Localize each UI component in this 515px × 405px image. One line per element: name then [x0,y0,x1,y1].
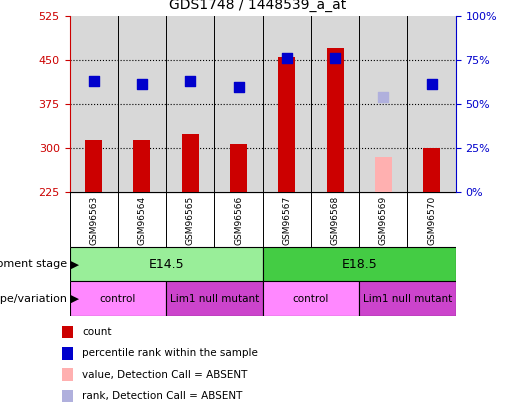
Bar [359,281,456,316]
Text: GSM96570: GSM96570 [427,196,436,245]
Text: development stage: development stage [0,259,67,269]
Bar [62,347,73,360]
Bar [85,139,102,192]
Point [138,81,146,87]
Text: GSM96564: GSM96564 [138,196,146,245]
Bar [182,134,199,192]
Bar [166,281,263,316]
Bar [375,157,392,192]
Text: count: count [82,327,112,337]
Bar [230,144,247,192]
Point [283,55,291,62]
Bar [62,369,73,381]
Text: GSM96569: GSM96569 [379,196,388,245]
Text: GSM96563: GSM96563 [89,196,98,245]
Bar [62,390,73,402]
Bar [62,326,73,338]
Text: Lim1 null mutant: Lim1 null mutant [170,294,259,304]
Text: value, Detection Call = ABSENT: value, Detection Call = ABSENT [82,370,248,380]
Text: ▶: ▶ [67,294,79,304]
Bar [70,281,166,316]
Point [234,83,243,90]
Text: E18.5: E18.5 [341,258,377,271]
Text: control: control [99,294,136,304]
Text: Lim1 null mutant: Lim1 null mutant [363,294,452,304]
Bar [423,148,440,192]
Text: GDS1748 / 1448539_a_at: GDS1748 / 1448539_a_at [169,0,346,12]
Point [427,81,436,87]
Point [379,94,387,100]
Text: GSM96566: GSM96566 [234,196,243,245]
Text: GSM96567: GSM96567 [282,196,291,245]
Text: ▶: ▶ [67,259,79,269]
Bar [263,247,456,281]
Text: GSM96568: GSM96568 [331,196,339,245]
Text: GSM96565: GSM96565 [186,196,195,245]
Bar [70,247,263,281]
Point [186,78,194,84]
Bar [278,58,295,192]
Text: E14.5: E14.5 [148,258,184,271]
Point [90,78,98,84]
Point [331,55,339,62]
Text: control: control [293,294,329,304]
Text: rank, Detection Call = ABSENT: rank, Detection Call = ABSENT [82,391,243,401]
Bar [133,139,150,192]
Bar [327,49,344,192]
Text: genotype/variation: genotype/variation [0,294,67,304]
Text: percentile rank within the sample: percentile rank within the sample [82,348,259,358]
Bar [263,281,359,316]
